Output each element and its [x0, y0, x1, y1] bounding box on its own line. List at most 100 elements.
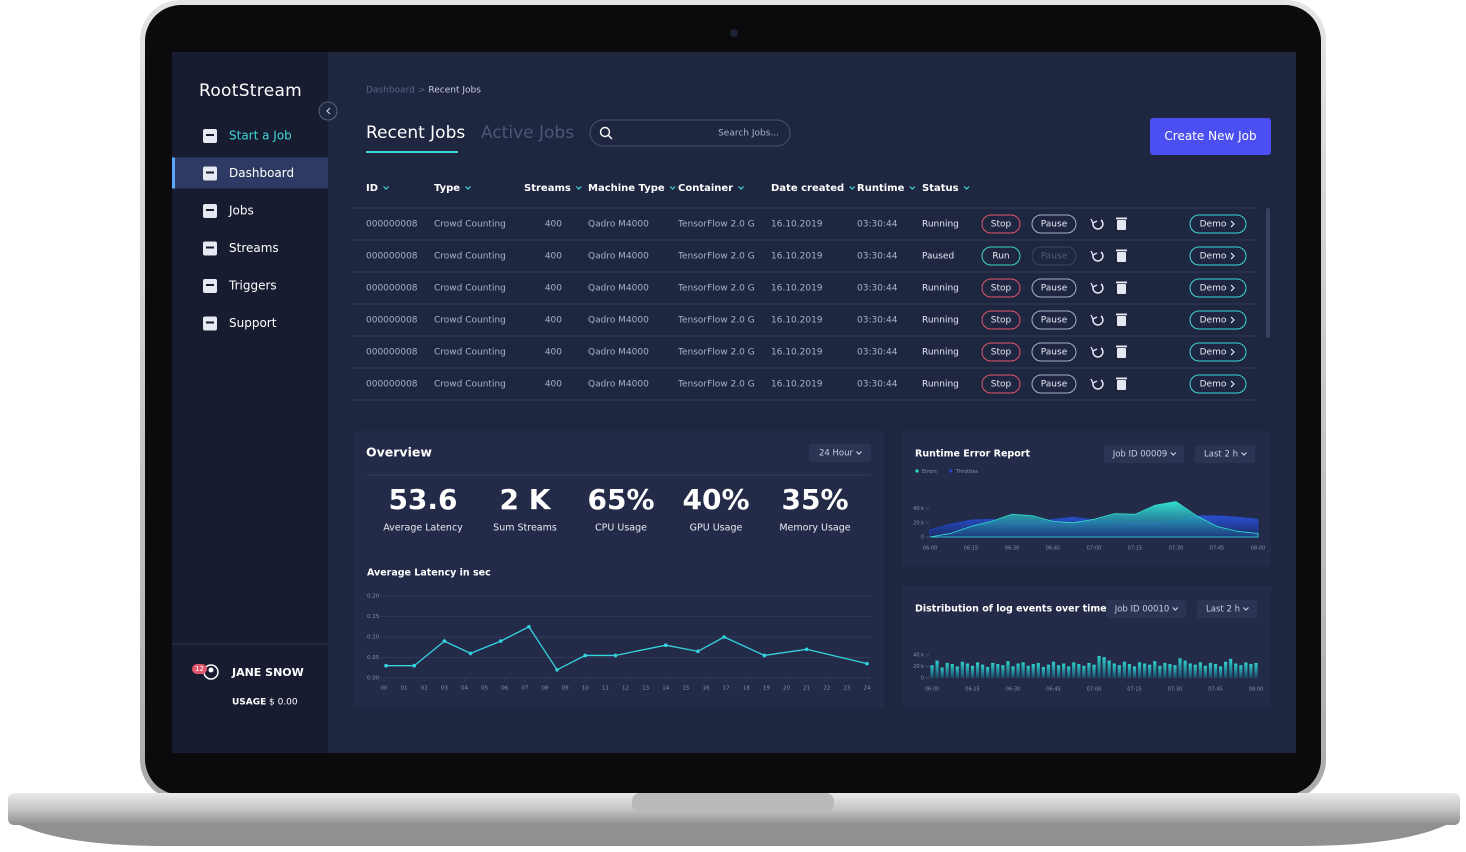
demo-link[interactable]: Demo — [1189, 246, 1247, 266]
tab[interactable]: Active Jobs — [481, 123, 574, 143]
action-button[interactable]: Stop — [981, 214, 1021, 234]
restart-icon[interactable] — [1092, 347, 1104, 358]
dropdown[interactable]: 24 Hour — [809, 444, 871, 462]
pill-label[interactable]: Pause — [1041, 316, 1068, 326]
nav-item[interactable]: Dashboard — [172, 157, 328, 189]
action-button[interactable]: Run — [981, 246, 1021, 266]
action-button[interactable]: Pause — [1031, 310, 1077, 330]
delete-icon[interactable] — [1117, 220, 1126, 230]
user-profile[interactable]: 12 JANE SNOW — [192, 664, 304, 680]
bar — [1097, 655, 1101, 678]
table-cell: Running — [922, 284, 959, 294]
pill — [981, 278, 1021, 298]
column-header[interactable]: Streams — [524, 183, 571, 194]
column-header[interactable]: Runtime — [857, 183, 905, 194]
dropdown-label[interactable]: Last 2 h — [1206, 605, 1240, 615]
nav-label[interactable]: Support — [229, 316, 277, 330]
nav-item[interactable]: Streams — [203, 241, 279, 256]
restart-icon[interactable] — [1092, 219, 1104, 230]
collapse-button[interactable] — [318, 101, 338, 121]
table-cell: Crowd Counting — [434, 284, 506, 294]
pill-label[interactable]: Pause — [1041, 284, 1068, 294]
demo-link[interactable]: Demo — [1189, 214, 1247, 234]
table-cell: 000000008 — [366, 284, 418, 294]
usage-label: USAGE — [232, 698, 266, 708]
delete-icon[interactable] — [1117, 284, 1126, 294]
dropdown-label[interactable]: Job ID 00010 — [1114, 605, 1170, 615]
latency-point — [527, 624, 531, 629]
action-button[interactable]: Pause — [1031, 278, 1077, 298]
delete-icon[interactable] — [1117, 380, 1126, 390]
dropdown-label[interactable]: Job ID 00009 — [1112, 450, 1168, 460]
pill-label[interactable]: Stop — [991, 348, 1012, 358]
breadcrumb-item[interactable]: Dashboard — [366, 86, 415, 96]
pill-label[interactable]: Run — [992, 252, 1009, 262]
pill-label[interactable]: Demo — [1200, 220, 1227, 230]
nav-item[interactable]: Support — [203, 316, 277, 331]
scrollbar[interactable] — [1266, 208, 1270, 338]
delete-icon[interactable] — [1117, 252, 1126, 262]
action-button[interactable]: Pause — [1031, 374, 1077, 394]
nav-item[interactable]: Jobs — [203, 204, 254, 219]
action-button[interactable]: Pause — [1031, 342, 1077, 362]
restart-icon[interactable] — [1092, 251, 1104, 262]
nav-label[interactable]: Triggers — [228, 279, 277, 293]
nav-label[interactable]: Jobs — [228, 204, 254, 218]
pill-label[interactable]: Stop — [991, 380, 1012, 390]
column-header[interactable]: Status — [922, 183, 959, 194]
nav-item[interactable]: Start a Job — [203, 129, 292, 144]
pill-label[interactable]: Pause — [1041, 220, 1068, 230]
dropdown-label[interactable]: Last 2 h — [1204, 450, 1238, 460]
bar — [1001, 665, 1005, 678]
demo-link[interactable]: Demo — [1189, 278, 1247, 298]
column-header[interactable]: Date created — [771, 183, 844, 194]
create-job-button[interactable]: Create New Job — [1150, 118, 1271, 155]
pill-label[interactable]: Demo — [1200, 316, 1227, 326]
pill-label[interactable]: Stop — [991, 220, 1012, 230]
nav-label[interactable]: Start a Job — [229, 129, 292, 143]
pill-label[interactable]: Demo — [1200, 348, 1227, 358]
action-button[interactable]: Stop — [981, 374, 1021, 394]
delete-lid — [1116, 313, 1127, 316]
action-button[interactable]: Stop — [981, 278, 1021, 298]
nav-label[interactable]: Dashboard — [229, 166, 294, 180]
restart-icon[interactable] — [1092, 315, 1104, 326]
pill — [1189, 214, 1247, 234]
nav-label[interactable]: Streams — [229, 241, 279, 255]
pill-label[interactable]: Pause — [1041, 380, 1068, 390]
pill-label[interactable]: Stop — [991, 284, 1012, 294]
column-header[interactable]: Container — [678, 183, 733, 194]
dropdown[interactable]: Job ID 00010 — [1106, 600, 1186, 618]
restart-icon[interactable] — [1092, 283, 1104, 294]
dropdown[interactable]: Last 2 h — [1195, 445, 1255, 463]
avatar-head — [208, 667, 214, 673]
column-header[interactable]: Machine Type — [588, 183, 665, 194]
dropdown[interactable]: Job ID 00009 — [1104, 445, 1184, 463]
action-button[interactable]: Pause — [1031, 214, 1077, 234]
delete-icon[interactable] — [1117, 316, 1126, 326]
tab[interactable]: Recent Jobs — [366, 123, 465, 143]
pill-label[interactable]: Demo — [1200, 380, 1227, 390]
pill-label[interactable]: Pause — [1041, 348, 1068, 358]
column-header[interactable]: ID — [366, 183, 378, 194]
action-button[interactable]: Stop — [981, 342, 1021, 362]
x-tick-label: 06:30 — [1006, 687, 1020, 693]
nav-active-bar — [172, 157, 175, 189]
search-box[interactable]: Search Jobs... — [589, 119, 791, 147]
restart-icon[interactable] — [1092, 379, 1104, 390]
pill-label[interactable]: Demo — [1200, 252, 1227, 262]
dropdown-label[interactable]: 24 Hour — [819, 449, 853, 459]
nav-item[interactable]: Triggers — [203, 279, 277, 294]
bar — [935, 660, 939, 678]
button-label[interactable]: Create New Job — [1164, 129, 1256, 143]
pill-label[interactable]: Stop — [991, 316, 1012, 326]
table-cell: 000000008 — [366, 380, 418, 390]
pill-label[interactable]: Demo — [1200, 284, 1227, 294]
demo-link[interactable]: Demo — [1189, 342, 1247, 362]
dropdown[interactable]: Last 2 h — [1197, 600, 1257, 618]
demo-link[interactable]: Demo — [1189, 310, 1247, 330]
action-button[interactable]: Stop — [981, 310, 1021, 330]
column-header[interactable]: Type — [434, 183, 460, 194]
demo-link[interactable]: Demo — [1189, 374, 1247, 394]
delete-icon[interactable] — [1117, 348, 1126, 358]
